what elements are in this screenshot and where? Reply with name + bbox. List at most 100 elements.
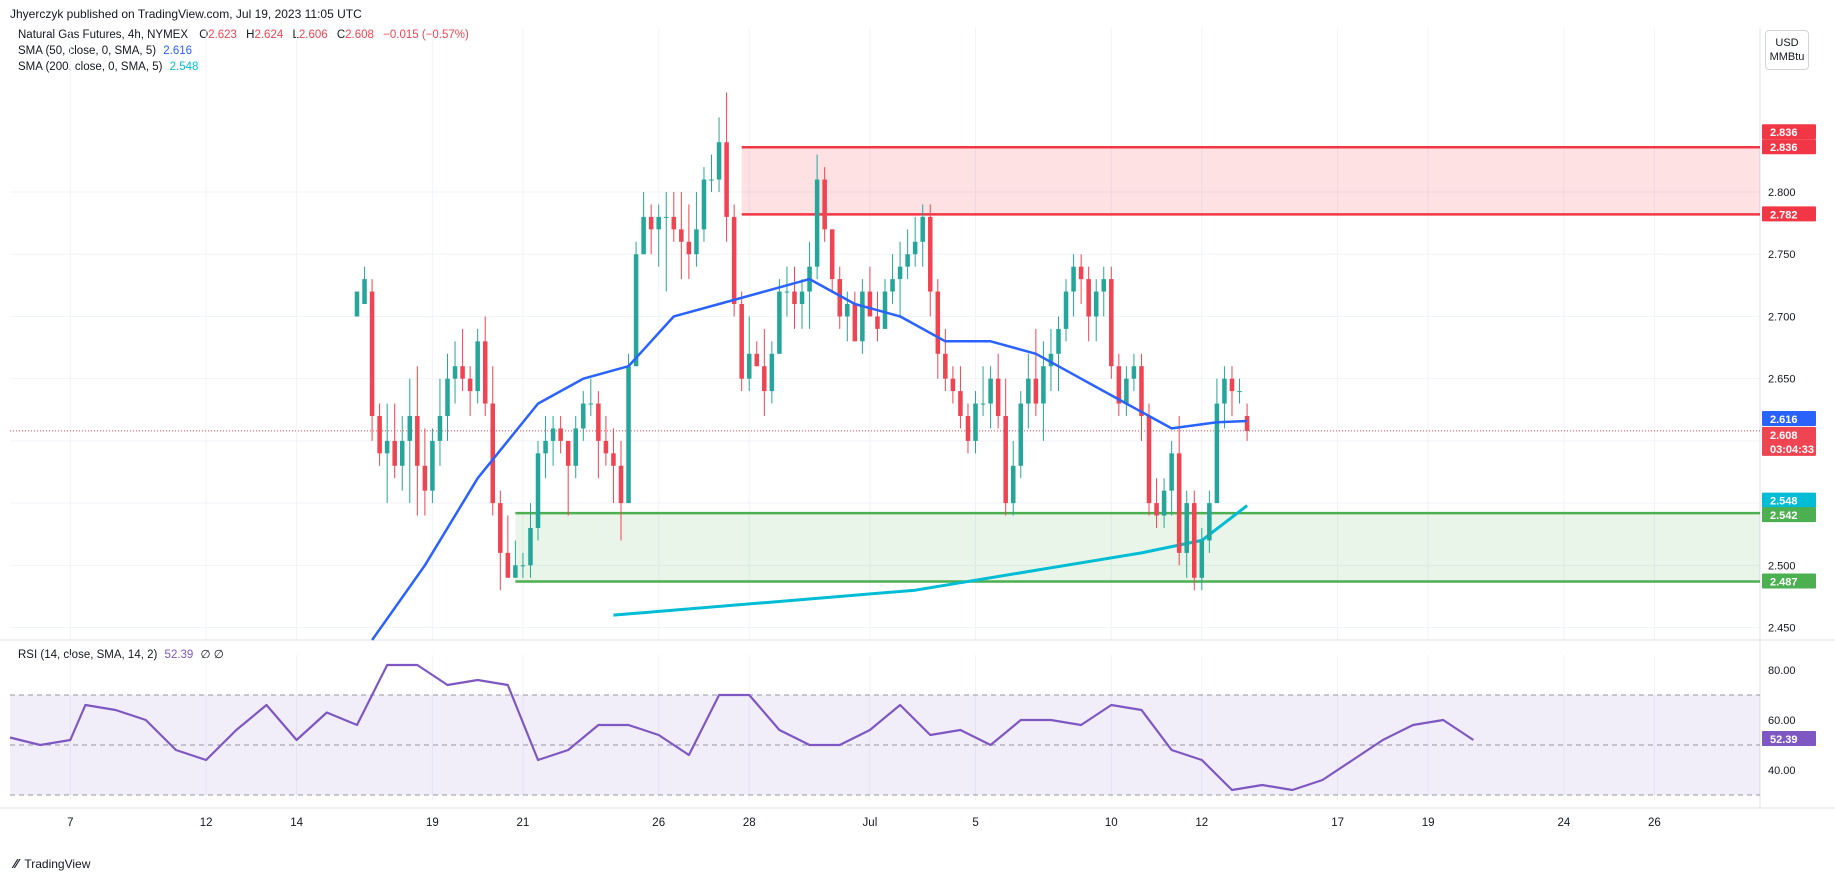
candle-body <box>912 241 918 255</box>
rsi-tick-label: 60.00 <box>1768 715 1796 727</box>
price-label-last: 2.608 <box>1762 426 1816 442</box>
candle <box>1033 328 1039 416</box>
candle-body <box>905 254 910 267</box>
candle <box>1199 528 1205 591</box>
candle <box>905 229 910 280</box>
candle-body <box>445 378 450 416</box>
candle-body <box>528 528 533 566</box>
candle <box>746 316 752 392</box>
candle <box>384 403 390 504</box>
price-labels: 2.836 2.836 2.782 2.616 2.608 03:04:33 2.548 2.… <box>1762 124 1816 747</box>
candle <box>1237 378 1242 404</box>
candle-body <box>784 291 790 293</box>
candle <box>920 204 925 267</box>
sma200-legend[interactable]: SMA (200, close, 0, SMA, 5) 2.548 <box>18 61 198 73</box>
candle <box>498 490 503 591</box>
rsi-label-text: 52.39 <box>1770 734 1798 746</box>
candle <box>1048 328 1054 392</box>
price-label-support: 2.542 <box>1762 507 1816 523</box>
time-tick-label: 26 <box>1648 817 1661 829</box>
candle <box>535 440 541 541</box>
candle <box>648 204 654 255</box>
candle-body <box>943 353 948 379</box>
zones <box>10 145 1760 583</box>
candle <box>482 316 488 416</box>
candle <box>807 241 812 329</box>
sma50-legend-value: 2.616 <box>163 45 193 57</box>
candle <box>837 266 843 329</box>
candle <box>784 266 790 317</box>
candle-body <box>965 416 971 441</box>
candle <box>656 204 661 267</box>
candle-body <box>829 229 835 280</box>
candle-body <box>1003 416 1008 504</box>
time-tick-label: Jul <box>863 817 878 829</box>
candle <box>437 378 443 466</box>
candle <box>822 167 827 242</box>
rsi-tick-label: 80.00 <box>1768 665 1796 677</box>
candle <box>777 279 782 354</box>
candle-body <box>754 353 760 367</box>
candle-body <box>1056 328 1061 354</box>
rsi-legend[interactable]: RSI (14, close, SMA, 14, 2) 52.39 ∅ ∅ <box>18 647 224 661</box>
price-tick-label: 2.500 <box>1768 560 1796 572</box>
candle <box>1146 403 1152 516</box>
price-label-bg <box>1762 410 1816 426</box>
footer-brand[interactable]: ⁄⁄ TradingView <box>14 856 90 871</box>
candle-body <box>475 341 480 392</box>
candle-body <box>1139 366 1144 416</box>
candle-body <box>1214 403 1220 504</box>
candle-body <box>1161 490 1167 516</box>
candle <box>1161 478 1167 528</box>
candle <box>1010 440 1016 516</box>
candle-body <box>1169 453 1174 491</box>
sma50-legend[interactable]: SMA (50, close, 0, SMA, 5) 2.616 <box>18 45 192 57</box>
resistance-zone <box>741 147 1760 215</box>
price-tick-label: 2.800 <box>1768 187 1796 199</box>
time-tick-label: 10 <box>1105 817 1118 829</box>
candle-body <box>777 291 782 354</box>
ohlc-low: L2.606 <box>292 29 328 41</box>
candle-body <box>1176 453 1182 553</box>
price-label-resistance: 2.836 <box>1762 139 1816 155</box>
candle <box>565 440 571 516</box>
price-label-text: 2.542 <box>1770 510 1798 522</box>
candle <box>769 341 775 404</box>
candle-body <box>845 304 850 317</box>
symbol-legend: Natural Gas Futures, 4h, NYMEX O2.623 H2… <box>18 29 469 41</box>
candle-body <box>1010 465 1016 504</box>
candle-body <box>867 291 873 317</box>
candle-body <box>663 216 669 218</box>
price-tick-label: 2.650 <box>1768 374 1796 386</box>
candle <box>1139 353 1144 441</box>
currency-unit-button[interactable]: USD MMBtu <box>1765 30 1809 70</box>
candle <box>618 440 624 541</box>
candle-body <box>415 416 420 466</box>
price-label-text: 2.836 <box>1770 142 1798 154</box>
candle <box>528 503 533 578</box>
time-tick-label: 24 <box>1557 817 1570 829</box>
candle-body <box>1116 366 1122 404</box>
sma50-path <box>371 277 1248 641</box>
candle-body <box>746 353 752 379</box>
candle-body <box>1184 503 1189 553</box>
candle <box>814 154 820 280</box>
candle-body <box>354 291 360 317</box>
candle-body <box>437 416 443 441</box>
candle-body <box>1237 391 1242 393</box>
candle-body <box>1124 378 1129 404</box>
sma200-legend-value: 2.548 <box>169 61 199 73</box>
candle <box>1056 316 1061 392</box>
candle-body <box>822 179 827 230</box>
candle <box>1214 378 1220 504</box>
sma50-legend-label: SMA (50, close, 0, SMA, 5) <box>18 45 157 57</box>
candle <box>520 552 526 578</box>
candle-body <box>1154 503 1159 516</box>
candle-body <box>581 403 586 429</box>
candle-body <box>927 216 933 292</box>
time-tick-label: 12 <box>1195 817 1208 829</box>
candle-body <box>596 403 601 441</box>
price-label-countdown: 03:04:33 <box>1762 440 1816 456</box>
grid <box>0 28 1835 809</box>
